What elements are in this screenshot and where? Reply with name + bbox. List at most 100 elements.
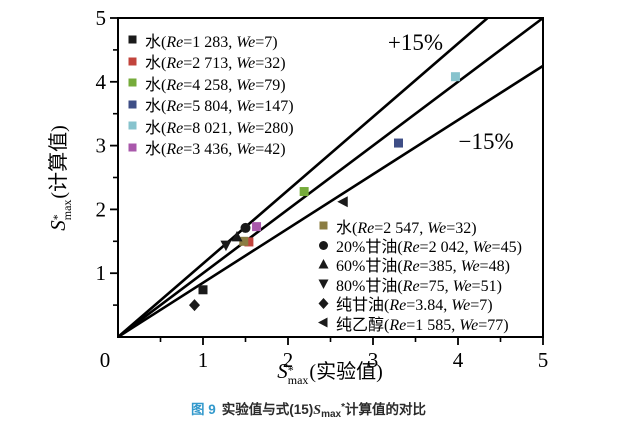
square-marker-glyph xyxy=(128,100,137,109)
legend-item-label: 水(Re=4 258, We=79) xyxy=(145,76,286,94)
x-axis-title-text: (实验值) xyxy=(309,360,383,383)
x-tick-label: 0 xyxy=(100,348,111,372)
data-point-marker xyxy=(189,299,200,312)
y-tick-label: 1 xyxy=(96,261,107,285)
x-axis-symbol: S xyxy=(277,358,288,383)
caption-post-text: 计算值的对比 xyxy=(345,402,426,417)
square-marker-shape xyxy=(128,143,137,152)
reference-line-label: +15% xyxy=(388,30,443,55)
x-axis-symbol-scripts: * max xyxy=(287,362,309,387)
square-marker-icon xyxy=(126,76,139,89)
square-marker-icon xyxy=(126,55,139,68)
triangle-up-marker-glyph xyxy=(318,258,329,269)
triangle-down-marker-icon xyxy=(317,277,330,290)
caption-pre-text: 实验值与式(15) xyxy=(221,402,314,417)
legend-item-label: 水(Re=1 283, We=7) xyxy=(145,33,278,51)
square-marker-glyph xyxy=(128,57,137,66)
legend-item-label: 水(Re=2 713, We=32) xyxy=(145,55,286,73)
legend-item-label: 水(Re=3 436, We=42) xyxy=(145,141,286,159)
reference-line xyxy=(117,17,489,338)
y-tick-label: 5 xyxy=(96,6,107,30)
square-marker-shape xyxy=(128,57,137,66)
reference-line xyxy=(117,16,544,339)
legend-item: 80%甘油(Re=75, We=51) xyxy=(317,274,522,295)
square-marker-shape xyxy=(128,35,137,44)
y-axis-symbol-scripts: * max xyxy=(50,199,74,221)
data-point-marker xyxy=(450,72,460,82)
legend-item: 20%甘油(Re=2 042, We=45) xyxy=(317,235,522,257)
triangle-up-marker-shape xyxy=(318,258,329,269)
data-point-marker xyxy=(240,222,251,233)
legend-item: 水(Re=8 021, We=280) xyxy=(126,115,294,137)
data-point-marker xyxy=(239,236,249,246)
x-axis-symbol-sup: * xyxy=(287,362,294,377)
square-marker-icon xyxy=(126,119,139,132)
x-tick-label: 3 xyxy=(368,348,379,372)
y-tick-label: 2 xyxy=(96,197,107,221)
legend-item: 水(Re=2 713, We=32) xyxy=(126,51,294,73)
diamond-marker-shape xyxy=(318,297,329,309)
caption-symbol-sub: max xyxy=(321,409,342,420)
data-point-marker xyxy=(220,240,232,252)
y-axis-symbol-sub: max xyxy=(59,199,74,221)
legend-item-label: 水(Re=2 547, We=32) xyxy=(336,219,477,237)
legend-item: 水(Re=5 804, We=147) xyxy=(126,94,294,116)
legend-item: 水(Re=1 283, We=7) xyxy=(126,29,294,51)
square-marker-icon xyxy=(126,33,139,46)
legend-item-label: 纯甘油(Re=3.84, We=7) xyxy=(336,297,493,315)
square-marker-icon xyxy=(126,98,139,111)
x-tick-label: 2 xyxy=(283,348,294,372)
legend-item-label: 20%甘油(Re=2 042, We=45) xyxy=(336,239,522,257)
legend-item-label: 纯乙醇(Re=1 585, We=77) xyxy=(336,316,509,334)
square-marker-glyph xyxy=(128,35,137,44)
data-point-marker xyxy=(198,285,208,295)
legend-item: 水(Re=3 436, We=42) xyxy=(126,137,294,159)
square-marker-icon xyxy=(126,141,139,154)
scatter-chart-canvas: 0 1 2 3 4 5 1 2 3 4 5 +15% −15% xyxy=(96,6,549,372)
x-axis-symbol-sub: max xyxy=(287,372,309,387)
legend-item: 水(Re=4 258, We=79) xyxy=(126,72,294,94)
circle-marker-glyph xyxy=(319,240,328,250)
data-point-marker xyxy=(252,222,262,232)
legend-item-label: 水(Re=5 804, We=147) xyxy=(145,98,294,116)
data-point-marker xyxy=(244,237,254,247)
circle-marker-icon xyxy=(317,239,330,252)
legend-item: 纯甘油(Re=3.84, We=7) xyxy=(317,294,522,315)
legend-glycerol-ethanol-series: 水(Re=2 547, We=32) 20%甘油(Re=2 042, We=45)… xyxy=(317,216,522,334)
data-point-marker xyxy=(231,230,243,242)
legend-item: 纯乙醇(Re=1 585, We=77) xyxy=(317,313,522,334)
square-marker-shape xyxy=(128,100,137,109)
caption-symbol: S xyxy=(313,403,322,418)
circle-marker-shape xyxy=(319,240,328,250)
y-tick-label: 4 xyxy=(96,70,107,94)
legend-item: 水(Re=2 547, We=32) xyxy=(317,216,522,237)
data-point-marker xyxy=(299,187,309,197)
x-axis-title: S * max (实验值) xyxy=(277,355,383,387)
square-marker-glyph xyxy=(128,121,137,130)
y-axis-title-text: (计算值) xyxy=(47,125,70,199)
x-tick-label: 1 xyxy=(198,348,209,372)
data-point-marker xyxy=(394,138,403,148)
square-marker-icon xyxy=(317,219,330,232)
triangle-up-marker-icon xyxy=(317,258,330,271)
square-marker-glyph xyxy=(128,78,137,87)
triangle-down-marker-glyph xyxy=(318,279,329,290)
square-marker-glyph xyxy=(128,143,137,152)
x-tick-label: 5 xyxy=(538,348,549,372)
square-marker-shape xyxy=(128,78,137,87)
y-axis-symbol: S xyxy=(45,220,70,231)
square-marker-shape xyxy=(128,121,137,130)
legend-item-label: 60%甘油(Re=385, We=48) xyxy=(336,258,510,276)
legend-item: 60%甘油(Re=385, We=48) xyxy=(317,255,522,276)
y-axis-title: S * max (计算值) xyxy=(42,125,74,231)
figure-caption: 图 9 实验值与式(15)Smax*计算值的对比 xyxy=(0,398,617,420)
triangle-left-marker-shape xyxy=(318,317,328,328)
legend-item-label: 80%甘油(Re=75, We=51) xyxy=(336,277,502,295)
reference-line-label: −15% xyxy=(458,129,513,154)
y-tick-label: 3 xyxy=(96,134,107,158)
legend-item-label: 水(Re=8 021, We=280) xyxy=(145,119,294,137)
triangle-left-marker-glyph xyxy=(318,317,328,328)
legend-water-series: 水(Re=1 283, We=7) 水(Re=2 713, We=32) 水(Re=… xyxy=(126,29,294,158)
diamond-marker-icon xyxy=(317,297,330,310)
